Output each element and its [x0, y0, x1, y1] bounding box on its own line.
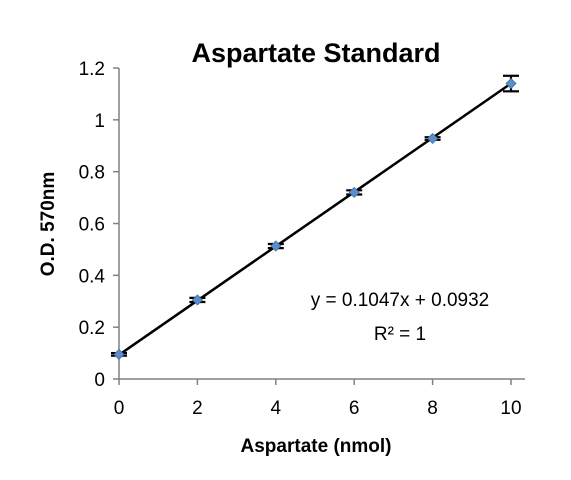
data-point [270, 240, 282, 252]
chart-title: Aspartate Standard [191, 38, 440, 68]
x-tick-label: 0 [114, 398, 125, 419]
x-tick-label: 8 [427, 398, 438, 419]
y-tick-label: 1 [94, 111, 105, 132]
x-tick-label: 4 [271, 398, 282, 419]
y-tick-label: 0.6 [79, 215, 105, 236]
trendline-equation: y = 0.1047x + 0.0932 [311, 290, 490, 311]
data-points [113, 77, 517, 360]
y-axis-label: O.D. 570nm [38, 172, 59, 277]
data-point [113, 348, 125, 360]
y-tick-label: 0.2 [79, 318, 105, 339]
y-tick-label: 1.2 [79, 59, 105, 80]
x-tick-label: 10 [500, 398, 521, 419]
r-squared-label: R² = 1 [374, 324, 426, 345]
y-tick-label: 0.8 [79, 163, 105, 184]
data-point [427, 132, 439, 145]
axis-ticks: 0 0.2 0.4 0.6 0.8 1 1.2 0 2 4 6 8 10 [79, 59, 522, 419]
data-point [191, 294, 203, 306]
x-axis-label: Aspartate (nmol) [241, 436, 392, 457]
x-tick-label: 2 [192, 398, 203, 419]
trendline-layer [118, 82, 512, 356]
data-point [348, 186, 360, 198]
data-point [505, 77, 517, 90]
error-bars [111, 74, 519, 357]
x-tick-label: 6 [349, 398, 360, 419]
y-tick-label: 0 [94, 370, 105, 391]
y-tick-label: 0.4 [79, 266, 106, 287]
trendline [118, 82, 512, 356]
